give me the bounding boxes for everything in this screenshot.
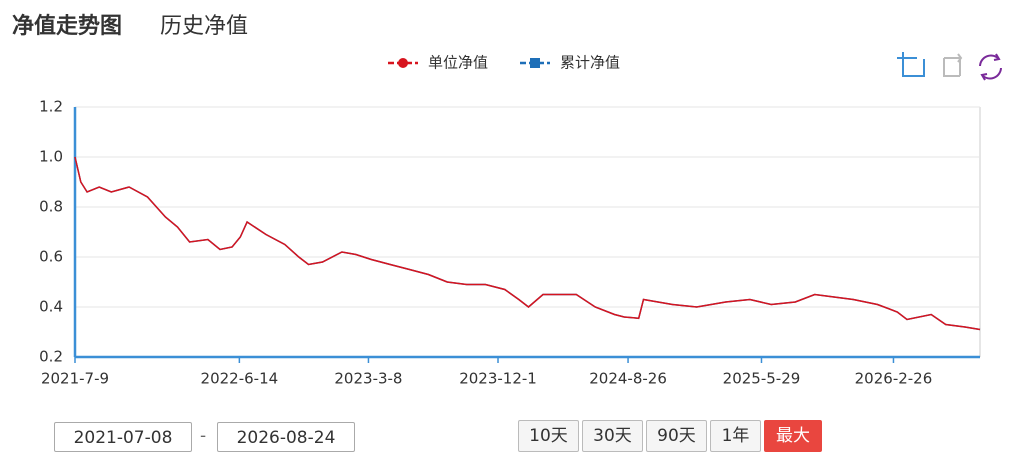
legend-label: 单位净值 bbox=[428, 54, 488, 72]
range-button[interactable]: 90天 bbox=[646, 420, 707, 452]
series-line bbox=[74, 156, 981, 331]
y-tick-label: 0.4 bbox=[39, 298, 63, 316]
y-tick-label: 0.6 bbox=[39, 248, 63, 266]
series-line bbox=[74, 156, 981, 331]
tab[interactable]: 历史净值 bbox=[160, 14, 249, 39]
toolbox bbox=[897, 52, 1002, 81]
x-tick-label: 2022-6-14 bbox=[201, 370, 279, 388]
range-button[interactable]: 30天 bbox=[582, 420, 643, 452]
refresh-icon[interactable] bbox=[979, 53, 1002, 81]
chart: 0.2 0.4 0.6 0.8 1.0 1.2 2021-7-9 2022-6-14 2023-… bbox=[39, 52, 1002, 388]
restore-icon[interactable] bbox=[943, 53, 963, 77]
x-tick-label: 2026-2-26 bbox=[855, 370, 933, 388]
x-tick-label: 2024-8-26 bbox=[589, 370, 667, 388]
legend-marker bbox=[398, 58, 408, 68]
y-tick-label: 0.8 bbox=[39, 198, 63, 216]
y-tick-label: 0.2 bbox=[39, 348, 63, 366]
tab[interactable]: 净值走势图 bbox=[12, 14, 123, 39]
date-separator: - bbox=[200, 426, 207, 446]
y-tick-label: 1.0 bbox=[39, 148, 63, 166]
range-button[interactable]: 1年 bbox=[710, 420, 761, 452]
x-tick-label: 2023-3-8 bbox=[334, 370, 402, 388]
range-button[interactable]: 最大 bbox=[764, 420, 822, 452]
range-button[interactable]: 10天 bbox=[518, 420, 579, 452]
zoom-icon[interactable] bbox=[897, 52, 925, 77]
start-date[interactable]: 2021-07-08 bbox=[54, 422, 192, 452]
x-tick-label: 2025-5-29 bbox=[723, 370, 801, 388]
y-tick-label: 1.2 bbox=[39, 98, 63, 116]
legend-label: 累计净值 bbox=[560, 54, 620, 72]
legend-marker bbox=[530, 58, 540, 68]
x-tick-label: 2023-12-1 bbox=[459, 370, 537, 388]
x-tick-label: 2021-7-9 bbox=[41, 370, 109, 388]
end-date[interactable]: 2026-08-24 bbox=[217, 422, 355, 452]
